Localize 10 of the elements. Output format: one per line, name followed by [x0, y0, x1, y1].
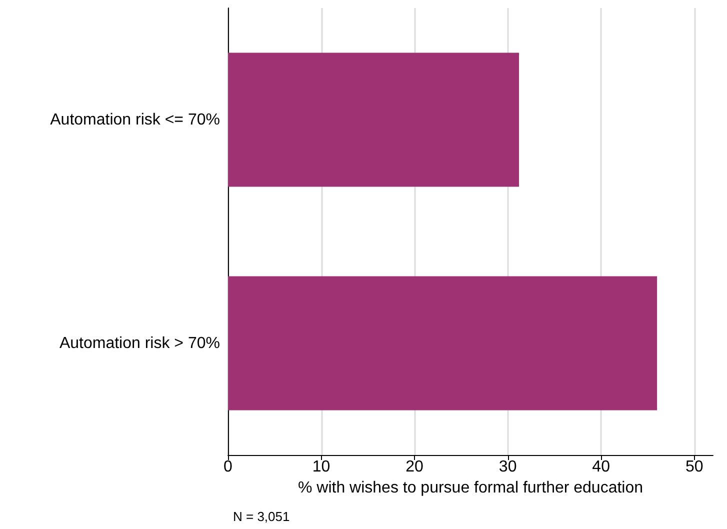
- x-tick-label: 40: [592, 458, 610, 476]
- x-axis-title: % with wishes to pursue formal further education: [298, 479, 644, 496]
- x-tick-label: 10: [312, 458, 330, 476]
- x-tick-label: 0: [224, 458, 233, 476]
- y-tick-label: Automation risk <= 70%: [50, 111, 220, 128]
- x-tick-label: 20: [406, 458, 424, 476]
- x-tick-label: 30: [498, 458, 517, 476]
- text: N = 3,051: [233, 509, 290, 524]
- y-tick-label: Automation risk > 70%: [59, 334, 220, 352]
- x-tick-label: 50: [685, 458, 704, 476]
